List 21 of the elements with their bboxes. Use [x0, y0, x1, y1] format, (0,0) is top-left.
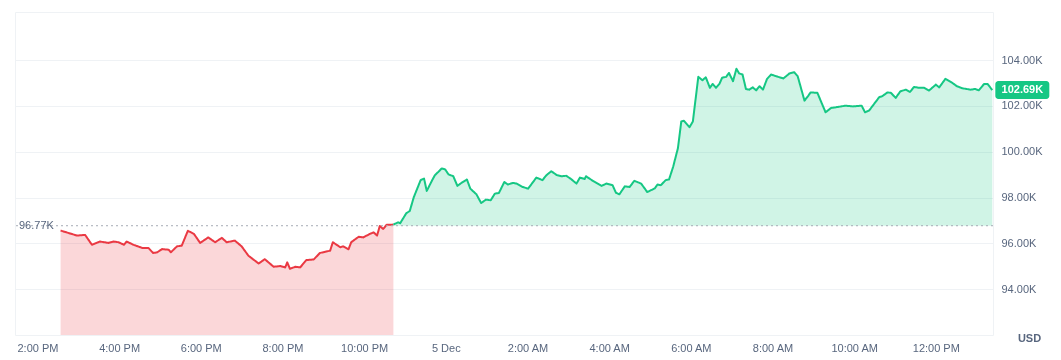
annotation: 102.69K	[1001, 83, 1044, 96]
x-tick-label: 4:00 AM	[589, 341, 630, 354]
x-tick-label: 10:00 PM	[341, 341, 389, 354]
y-tick-label: 102.00K	[1001, 99, 1044, 112]
y-tick-label: 98.00K	[1001, 191, 1038, 204]
y-tick-label: 94.00K	[1001, 282, 1038, 295]
x-tick-label: 6:00 PM	[180, 341, 222, 354]
ref-line-label: 96.77K	[19, 218, 55, 231]
x-tick-label: 8:00 PM	[262, 341, 304, 354]
y-axis-title: USD	[1017, 331, 1042, 344]
x-tick-label: 4:00 PM	[99, 341, 141, 354]
y-tick-label: 100.00K	[1001, 145, 1044, 158]
x-tick-label: 12:00 PM	[912, 341, 960, 354]
x-tick-label: 5 Dec	[431, 341, 462, 354]
x-tick-label: 2:00 AM	[507, 341, 549, 354]
y-tick-label: 104.00K	[1001, 53, 1044, 66]
x-tick-label: 6:00 AM	[671, 341, 712, 354]
x-tick-label: 10:00 AM	[831, 341, 878, 354]
x-tick-label: 2:00 PM	[17, 341, 59, 354]
x-tick-label: 8:00 AM	[752, 341, 794, 354]
y-tick-label: 96.00K	[1001, 236, 1038, 249]
